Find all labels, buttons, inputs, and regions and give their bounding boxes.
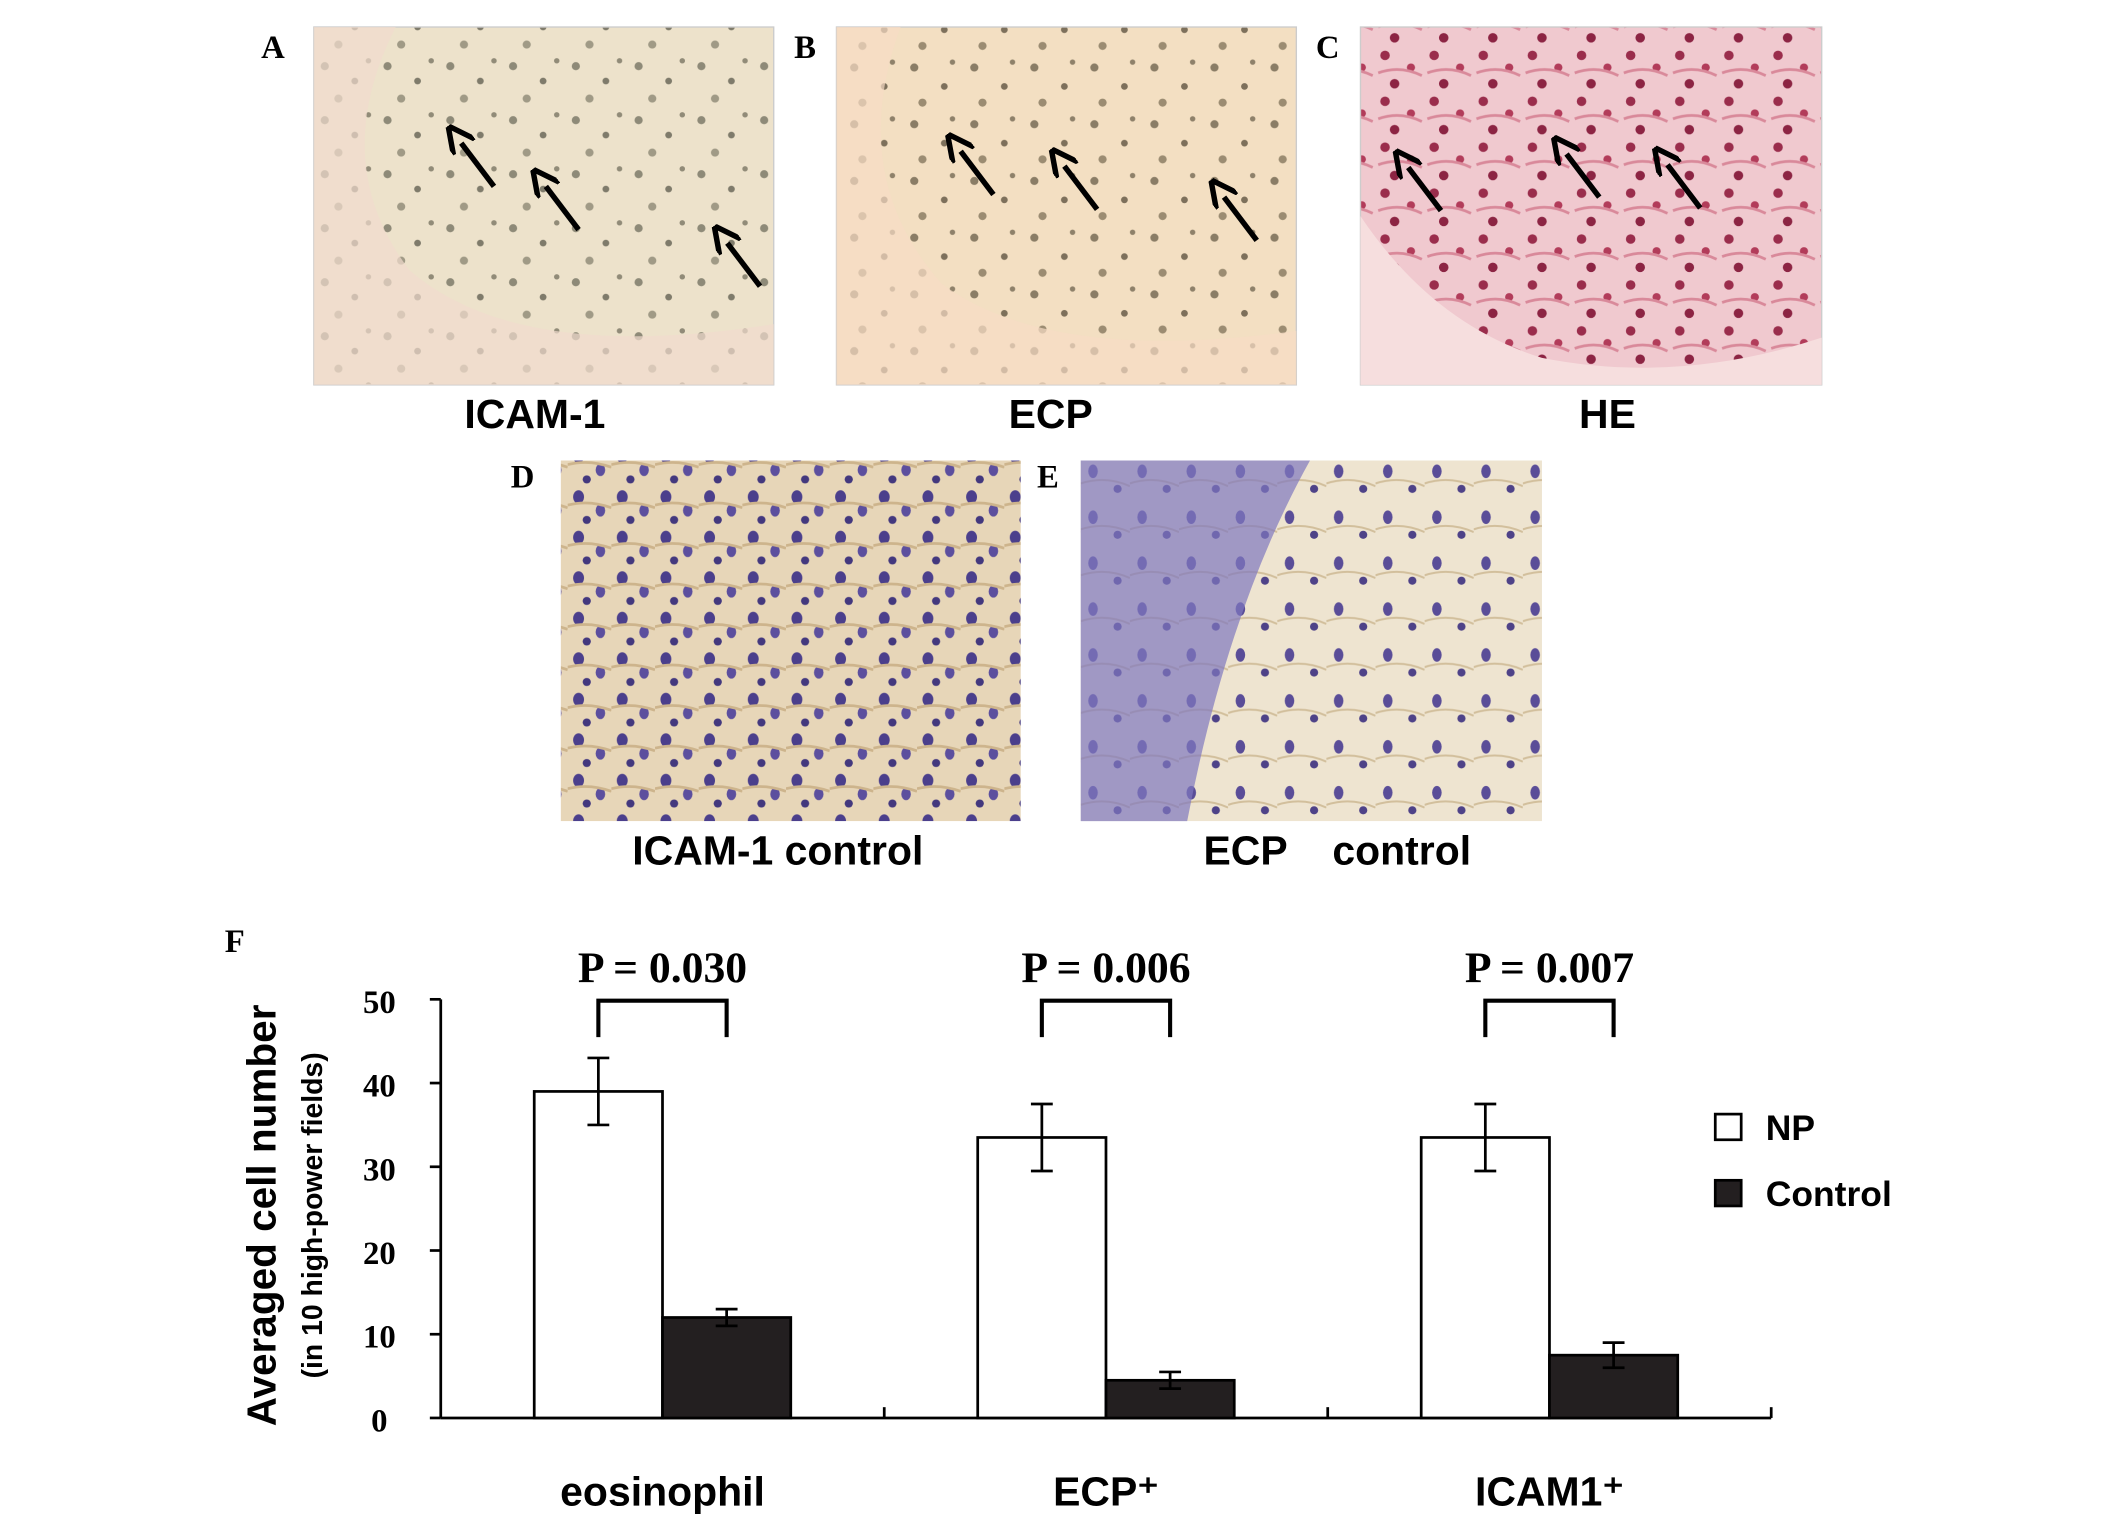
error-bar	[587, 1056, 610, 1127]
panel-caption: ECP control	[1203, 827, 1471, 873]
p-value: P = 0.007	[1465, 944, 1634, 992]
bar	[1419, 1136, 1551, 1420]
legend-label: NP	[1766, 1109, 1815, 1148]
y-tick-label: 10	[363, 1320, 396, 1356]
tissue-edge	[836, 27, 1297, 385]
error-bar	[1159, 1370, 1182, 1391]
x-tick-label: ICAM1⁺	[1475, 1469, 1624, 1515]
x-tick-label: eosinophil	[560, 1469, 765, 1515]
bar	[532, 1090, 664, 1420]
y-axis-label: Averaged cell number	[238, 1004, 284, 1426]
error-bar	[715, 1307, 738, 1328]
significance-bracket	[596, 998, 729, 1038]
significance-bracket	[1039, 998, 1173, 1038]
panel-caption: ECP	[1009, 391, 1093, 437]
significance-bracket	[1483, 998, 1616, 1038]
y-axis-sublabel: (in 10 high-power fields)	[297, 1052, 329, 1378]
p-value: P = 0.030	[578, 944, 747, 992]
panel-caption: HE	[1579, 391, 1636, 437]
panel-label: D	[511, 460, 535, 496]
micrograph	[560, 460, 1021, 822]
legend-label: Control	[1766, 1175, 1892, 1214]
epithelium	[1080, 460, 1310, 822]
error-bar	[1602, 1341, 1625, 1370]
panel-label: E	[1037, 460, 1059, 496]
bar	[976, 1136, 1108, 1420]
p-value: P = 0.006	[1021, 944, 1190, 992]
panel-label: F	[225, 924, 245, 960]
legend-swatch	[1713, 1178, 1743, 1208]
y-tick-label: 50	[363, 985, 396, 1021]
legend-swatch	[1713, 1112, 1743, 1142]
y-tick-label: 30	[363, 1152, 396, 1188]
y-tick-label: 20	[363, 1236, 396, 1272]
panel-caption: ICAM-1 control	[632, 827, 923, 873]
panel-label: C	[1316, 30, 1340, 66]
tissue-edge	[1360, 216, 1822, 385]
x-tick-label: ECP⁺	[1053, 1469, 1159, 1515]
bar	[661, 1316, 793, 1420]
panel-label: B	[794, 30, 816, 66]
tissue-edge	[313, 27, 774, 385]
error-bar	[1030, 1102, 1053, 1173]
panel-label: A	[261, 30, 285, 66]
y-tick-label: 0	[371, 1404, 387, 1440]
arrows	[461, 143, 1703, 288]
y-tick-label: 40	[363, 1069, 396, 1105]
panel-caption: ICAM-1	[464, 391, 605, 437]
error-bar	[1474, 1102, 1497, 1173]
